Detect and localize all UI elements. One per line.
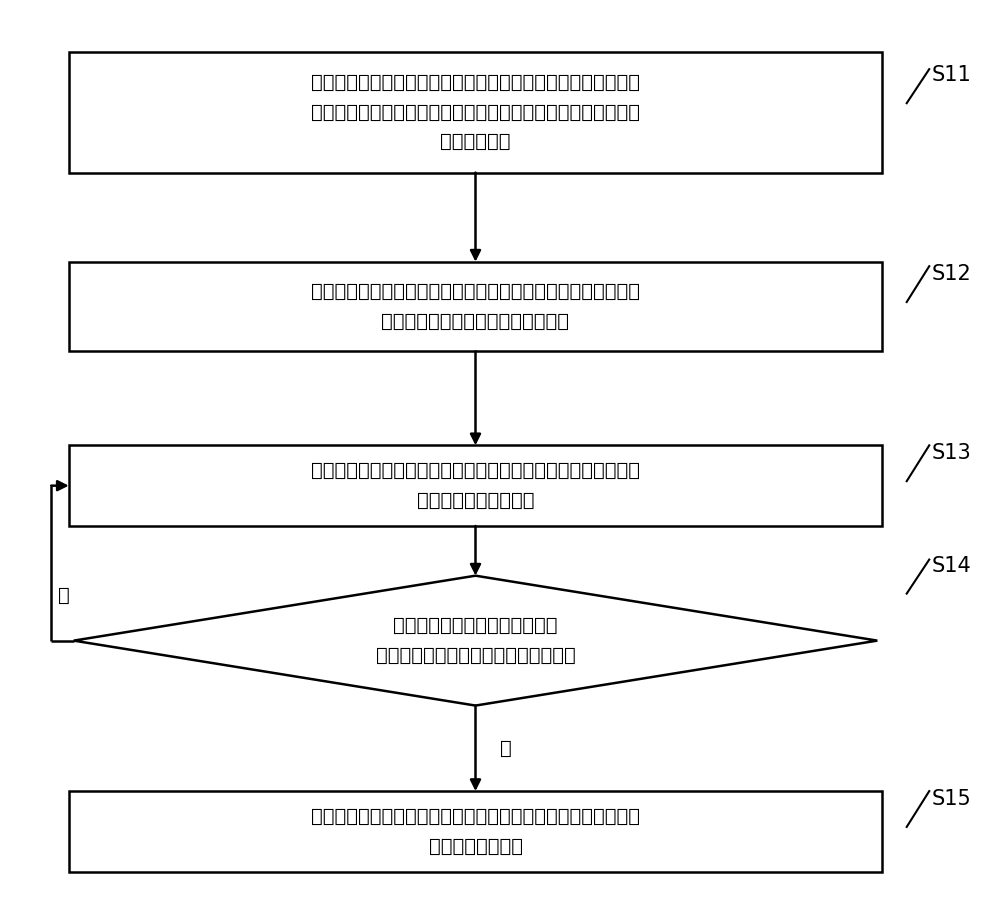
Bar: [69, 445, 882, 526]
Polygon shape: [74, 576, 877, 706]
Text: S14: S14: [931, 556, 971, 576]
Text: 机器人接收端接收用户终端发送的检测机器人运动方向上的障碍
物的检测指令，所述检测指令由用户终端用户基于用户终端操作
界面操作生成: 机器人接收端接收用户终端发送的检测机器人运动方向上的障碍 物的检测指令，所述检测…: [311, 73, 640, 151]
Text: S15: S15: [931, 789, 971, 809]
Bar: [69, 261, 882, 351]
Text: 则所述机器人启动运动路线重新规划程序，对所述机器人的运动
路线进行重新规划: 则所述机器人启动运动路线重新规划程序，对所述机器人的运动 路线进行重新规划: [311, 807, 640, 856]
Text: 根据所述三维空间模型图像确定
所述机器人运动方向上是否存在障碍物: 根据所述三维空间模型图像确定 所述机器人运动方向上是否存在障碍物: [376, 616, 575, 664]
Text: 是: 是: [500, 739, 512, 758]
Bar: [69, 52, 882, 173]
Text: 根据所述实时图像进行三维建模处理，获得所述机器人运动方向
上的三维空间模型图像: 根据所述实时图像进行三维建模处理，获得所述机器人运动方向 上的三维空间模型图像: [311, 462, 640, 510]
Bar: [69, 792, 882, 872]
Text: S11: S11: [931, 65, 971, 85]
Text: S13: S13: [931, 443, 971, 463]
Text: 否: 否: [58, 587, 70, 605]
Text: 所述机器人响应所述检测指令，启动所述机器人上的双目摄像头
，采集机器人运动方向上的实时图像: 所述机器人响应所述检测指令，启动所述机器人上的双目摄像头 ，采集机器人运动方向上…: [311, 282, 640, 331]
Text: S12: S12: [931, 264, 971, 284]
